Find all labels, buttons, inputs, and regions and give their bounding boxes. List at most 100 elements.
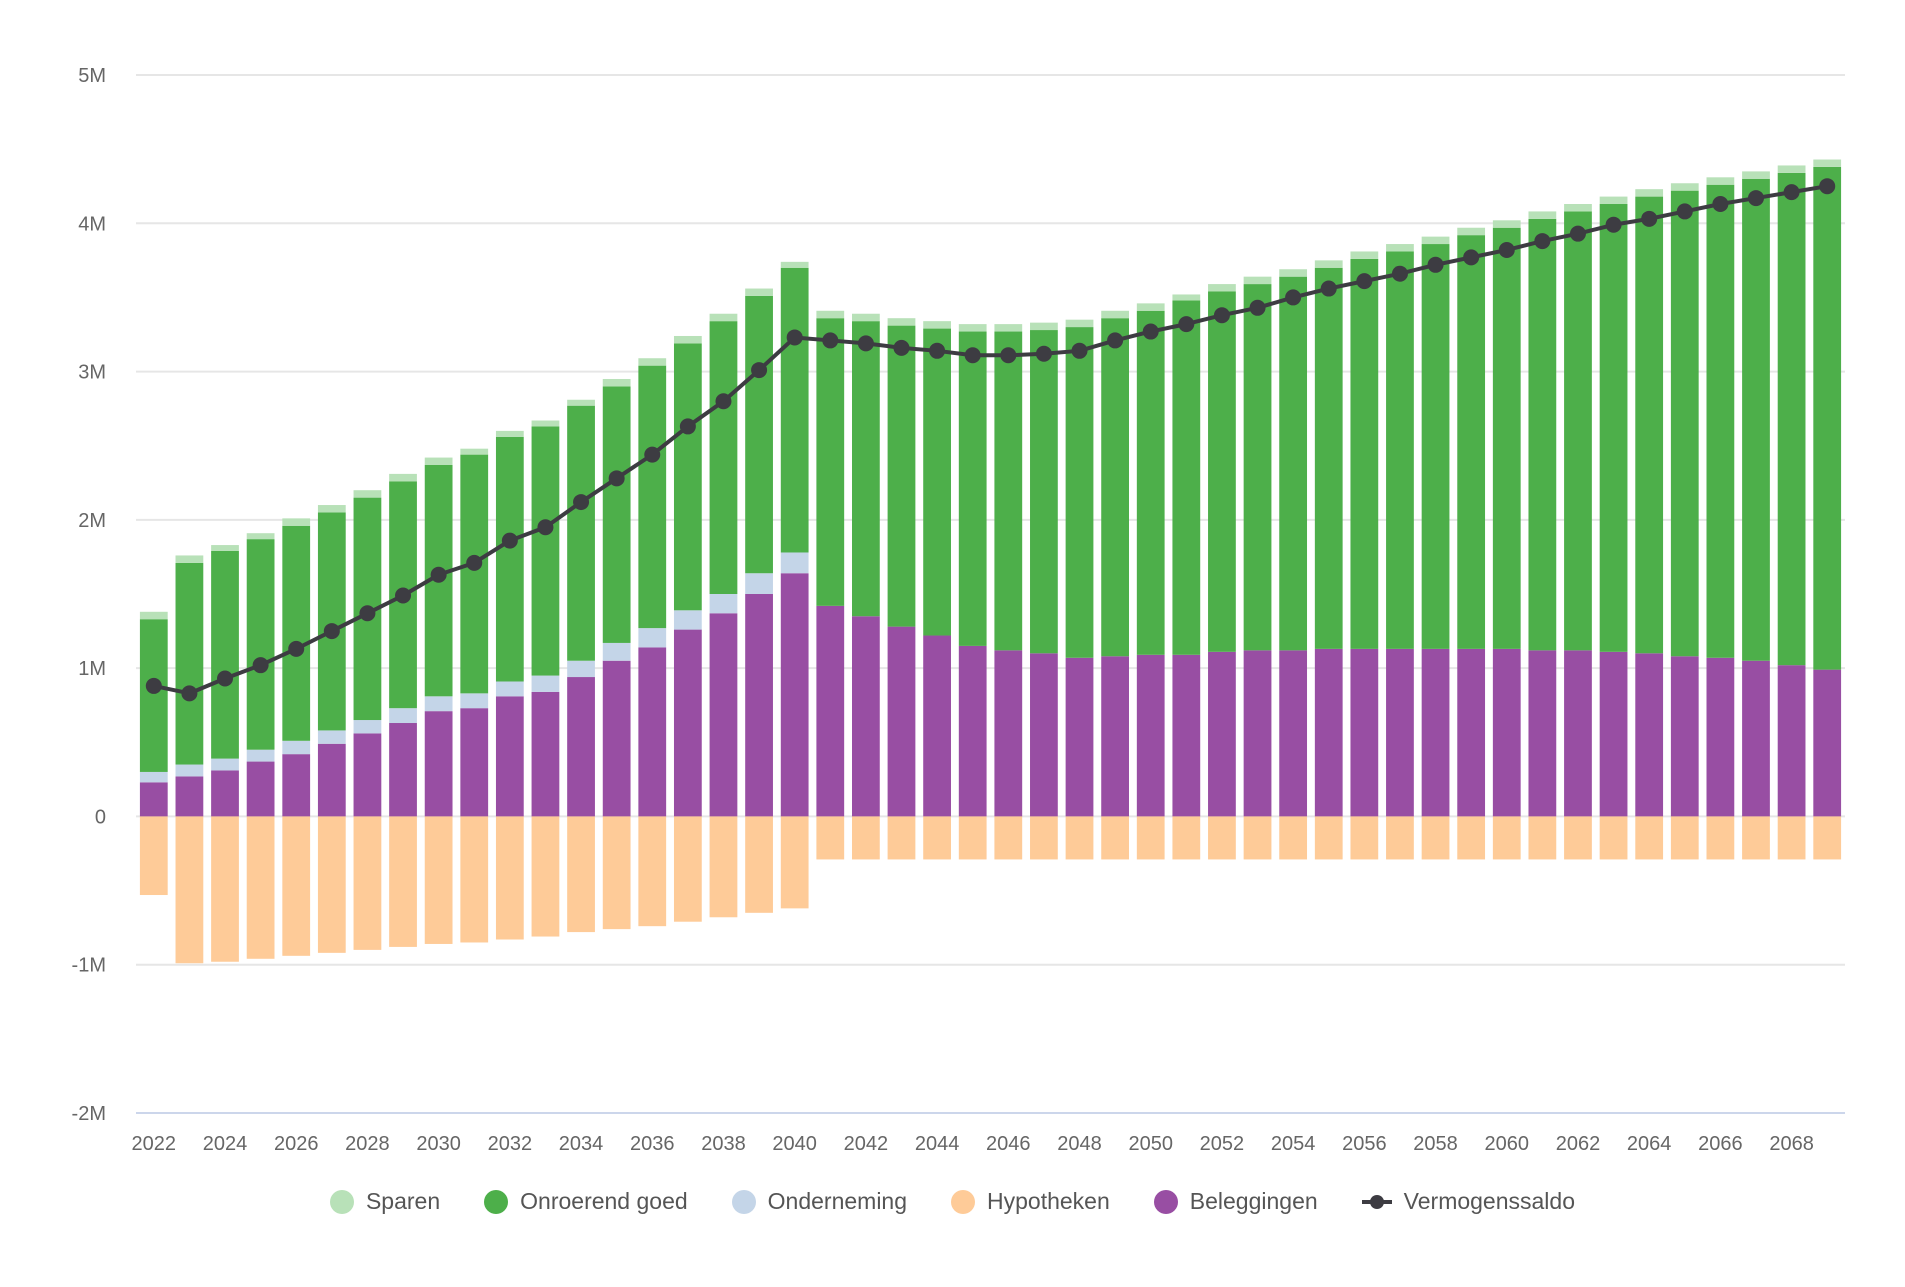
point-vermogenssaldo-2064[interactable]: [1641, 210, 1658, 227]
point-vermogenssaldo-2032[interactable]: [501, 532, 518, 549]
bar-hypotheken-2063[interactable]: [1599, 816, 1628, 860]
bar-hypotheken-2057[interactable]: [1386, 816, 1414, 860]
bar-beleggingen-2041[interactable]: [816, 605, 845, 817]
bar-beleggingen-2035[interactable]: [602, 660, 631, 817]
bar-sparen-2024[interactable]: [211, 545, 239, 551]
bar-onroerend-goed-2050[interactable]: [1136, 310, 1165, 655]
bar-onderneming-2032[interactable]: [495, 681, 524, 697]
bar-onroerend-goed-2062[interactable]: [1564, 211, 1592, 651]
bar-onderneming-2040[interactable]: [780, 552, 809, 574]
point-vermogenssaldo-2046[interactable]: [1000, 347, 1017, 364]
bar-beleggingen-2065[interactable]: [1670, 656, 1699, 817]
point-vermogenssaldo-2044[interactable]: [929, 342, 946, 359]
bar-beleggingen-2027[interactable]: [317, 743, 346, 817]
bar-hypotheken-2026[interactable]: [282, 816, 311, 956]
point-vermogenssaldo-2037[interactable]: [679, 418, 696, 435]
bar-hypotheken-2027[interactable]: [317, 816, 346, 953]
bar-beleggingen-2060[interactable]: [1492, 648, 1521, 817]
bar-onderneming-2029[interactable]: [389, 708, 417, 724]
bar-hypotheken-2056[interactable]: [1350, 816, 1379, 860]
bar-sparen-2047[interactable]: [1030, 322, 1058, 331]
point-vermogenssaldo-2052[interactable]: [1213, 307, 1230, 324]
bar-sparen-2050[interactable]: [1136, 303, 1165, 311]
bar-hypotheken-2069[interactable]: [1813, 816, 1842, 860]
bar-onroerend-goed-2060[interactable]: [1492, 227, 1521, 649]
bar-beleggingen-2029[interactable]: [389, 723, 417, 817]
bar-onroerend-goed-2067[interactable]: [1742, 178, 1770, 661]
bar-hypotheken-2048[interactable]: [1065, 816, 1094, 860]
bar-onderneming-2028[interactable]: [353, 720, 382, 734]
bar-sparen-2054[interactable]: [1279, 269, 1308, 277]
legend-item-beleggingen[interactable]: Beleggingen: [1153, 1188, 1318, 1215]
bar-hypotheken-2055[interactable]: [1314, 816, 1343, 860]
bar-hypotheken-2023[interactable]: [175, 816, 204, 964]
bar-sparen-2062[interactable]: [1564, 204, 1592, 212]
bar-beleggingen-2040[interactable]: [780, 573, 809, 817]
bar-beleggingen-2058[interactable]: [1421, 648, 1450, 817]
bar-hypotheken-2037[interactable]: [673, 816, 702, 922]
point-vermogenssaldo-2042[interactable]: [857, 335, 874, 352]
bar-onroerend-goed-2041[interactable]: [816, 318, 845, 606]
point-vermogenssaldo-2057[interactable]: [1391, 265, 1408, 282]
bar-onroerend-goed-2034[interactable]: [567, 405, 595, 661]
legend-item-onderneming[interactable]: Onderneming: [731, 1188, 907, 1215]
point-vermogenssaldo-2060[interactable]: [1498, 241, 1515, 258]
point-vermogenssaldo-2028[interactable]: [359, 605, 376, 622]
bar-beleggingen-2061[interactable]: [1528, 650, 1557, 817]
bar-onroerend-goed-2066[interactable]: [1706, 184, 1735, 658]
bar-onderneming-2034[interactable]: [567, 660, 595, 678]
bar-onroerend-goed-2026[interactable]: [282, 525, 311, 741]
bar-sparen-2061[interactable]: [1528, 211, 1557, 219]
bar-sparen-2065[interactable]: [1670, 183, 1699, 191]
point-vermogenssaldo-2024[interactable]: [217, 670, 234, 687]
point-vermogenssaldo-2055[interactable]: [1320, 280, 1337, 297]
bar-hypotheken-2062[interactable]: [1564, 816, 1592, 860]
bar-onroerend-goed-2038[interactable]: [709, 321, 738, 594]
bar-onderneming-2035[interactable]: [602, 642, 631, 661]
bar-sparen-2034[interactable]: [567, 399, 595, 406]
bar-beleggingen-2031[interactable]: [460, 708, 489, 817]
point-vermogenssaldo-2034[interactable]: [573, 494, 590, 511]
point-vermogenssaldo-2026[interactable]: [288, 640, 305, 657]
bar-onroerend-goed-2063[interactable]: [1599, 204, 1628, 652]
point-vermogenssaldo-2041[interactable]: [822, 332, 839, 349]
bar-beleggingen-2045[interactable]: [958, 645, 987, 817]
bar-hypotheken-2054[interactable]: [1279, 816, 1308, 860]
bar-hypotheken-2046[interactable]: [994, 816, 1023, 860]
bar-sparen-2059[interactable]: [1457, 227, 1486, 236]
bar-onderneming-2026[interactable]: [282, 740, 311, 755]
point-vermogenssaldo-2030[interactable]: [430, 566, 447, 583]
bar-onroerend-goed-2061[interactable]: [1528, 218, 1557, 651]
bar-beleggingen-2042[interactable]: [851, 616, 880, 817]
bar-sparen-2028[interactable]: [353, 490, 382, 498]
point-vermogenssaldo-2061[interactable]: [1534, 233, 1551, 250]
bar-onderneming-2031[interactable]: [460, 693, 489, 709]
bar-beleggingen-2036[interactable]: [638, 647, 667, 817]
bar-onroerend-goed-2035[interactable]: [602, 386, 631, 643]
bar-onroerend-goed-2036[interactable]: [638, 365, 667, 629]
point-vermogenssaldo-2066[interactable]: [1712, 196, 1729, 213]
bar-beleggingen-2050[interactable]: [1136, 654, 1165, 817]
bar-beleggingen-2049[interactable]: [1101, 656, 1130, 817]
bar-hypotheken-2034[interactable]: [567, 816, 595, 933]
bar-sparen-2036[interactable]: [638, 358, 667, 366]
point-vermogenssaldo-2047[interactable]: [1035, 345, 1052, 362]
bar-sparen-2049[interactable]: [1101, 310, 1130, 319]
point-vermogenssaldo-2048[interactable]: [1071, 342, 1088, 359]
bar-sparen-2043[interactable]: [887, 318, 916, 326]
bar-onroerend-goed-2052[interactable]: [1208, 291, 1236, 652]
bar-hypotheken-2041[interactable]: [816, 816, 845, 860]
bar-sparen-2064[interactable]: [1635, 189, 1664, 197]
bar-onderneming-2033[interactable]: [531, 675, 560, 692]
bar-onderneming-2039[interactable]: [745, 573, 773, 594]
bar-sparen-2029[interactable]: [389, 473, 417, 482]
point-vermogenssaldo-2058[interactable]: [1427, 256, 1444, 273]
bar-onroerend-goed-2059[interactable]: [1457, 235, 1486, 649]
bar-beleggingen-2033[interactable]: [531, 691, 560, 817]
bar-onroerend-goed-2054[interactable]: [1279, 276, 1308, 651]
bar-sparen-2055[interactable]: [1314, 260, 1343, 268]
bar-onroerend-goed-2043[interactable]: [887, 325, 916, 627]
bar-beleggingen-2032[interactable]: [495, 696, 524, 817]
bar-beleggingen-2054[interactable]: [1279, 650, 1308, 817]
bar-onderneming-2024[interactable]: [211, 758, 239, 771]
